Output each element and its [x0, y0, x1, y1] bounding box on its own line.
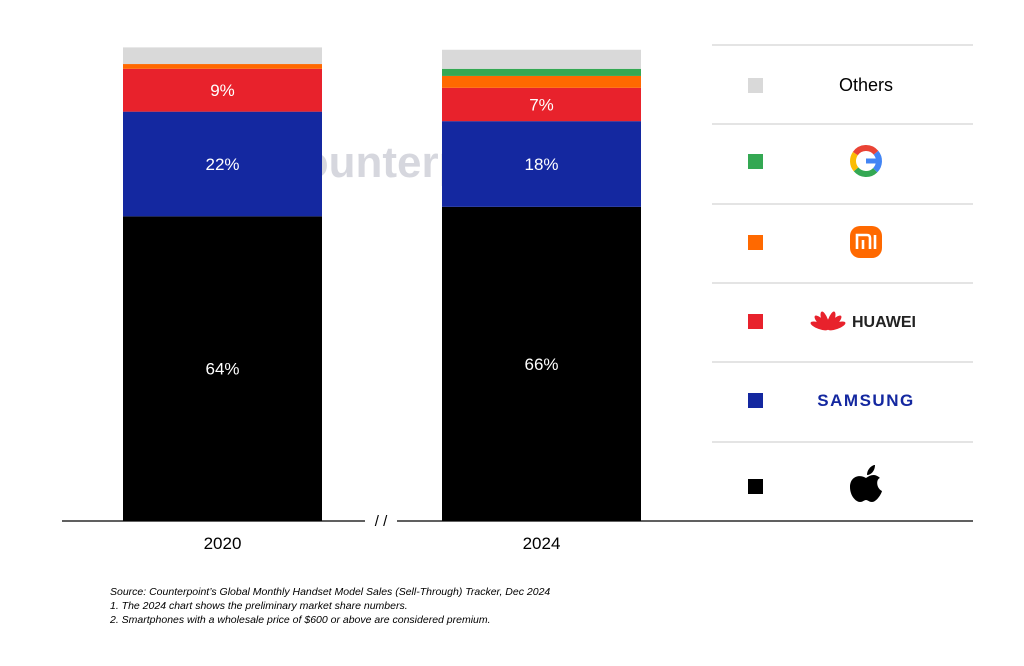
data-label-apple-2024: 66% [524, 355, 558, 374]
legend-swatch-apple [748, 479, 763, 494]
data-label-apple-2020: 64% [205, 360, 239, 379]
apple-logo-leaf [867, 465, 875, 475]
footnote-1: 1. The 2024 chart shows the preliminary … [110, 600, 408, 612]
footnote-2: 2. Smartphones with a wholesale price of… [110, 614, 491, 626]
legend-entry-others: Others [839, 75, 893, 95]
bar-segment-google-2024 [442, 68, 641, 76]
source-note: Source: Counterpoint’s Global Monthly Ha… [110, 586, 551, 598]
apple-logo-icon [850, 465, 882, 502]
legend-swatch-huawei [748, 314, 763, 329]
xiaomi-logo-bg [850, 226, 882, 258]
samsung-logo: SAMSUNG [817, 391, 914, 410]
bar-segment-xiaomi-2020 [123, 64, 322, 69]
legend-entry-xiaomi [850, 226, 882, 258]
x-tick-label-2024: 2024 [523, 534, 561, 553]
apple-logo-body [850, 474, 882, 502]
footnotes: Source: Counterpoint’s Global Monthly Ha… [110, 585, 550, 627]
bar-segment-huawei-2024 [442, 87, 641, 122]
legend-label-huawei: HUAWEI [852, 314, 916, 331]
bar-segment-xiaomi-2024 [442, 75, 641, 88]
data-label-huawei-2020: 9% [210, 81, 235, 100]
google-logo-icon [850, 145, 882, 177]
google-logo-arc [850, 151, 859, 172]
google-logo-arc [853, 167, 878, 177]
huawei-logo-icon [810, 311, 846, 331]
data-label-samsung-2020: 22% [205, 155, 239, 174]
huawei-logo-petal [827, 321, 846, 331]
bar-segment-others-2020 [123, 47, 322, 65]
legend-swatch-google [748, 154, 763, 169]
bar-segment-samsung-2020 [123, 111, 322, 217]
legend-swatch-samsung [748, 393, 763, 408]
google-logo-arc [852, 145, 879, 156]
bar-segment-huawei-2020 [123, 68, 322, 112]
google-logo-bar [866, 158, 880, 164]
legend-swatch-others [748, 78, 763, 93]
data-label-huawei-2024: 7% [529, 96, 554, 115]
bar-segment-samsung-2024 [442, 121, 641, 207]
xiaomi-logo-mark [855, 233, 872, 249]
bar-segment-apple-2024 [442, 206, 641, 521]
xiaomi-logo-icon [850, 226, 882, 258]
x-tick-label-2020: 2020 [204, 534, 242, 553]
legend-entry-huawei: HUAWEI [810, 311, 916, 331]
legend-entry-apple [850, 465, 882, 502]
bar-segment-others-2024 [442, 49, 641, 69]
data-label-samsung-2024: 18% [524, 155, 558, 174]
legend-label-others: Others [839, 75, 893, 95]
axis-break-mark: / / [375, 513, 388, 530]
legend-swatch-xiaomi [748, 235, 763, 250]
legend-entry-google [850, 145, 882, 177]
legend-entry-samsung: SAMSUNG [817, 391, 914, 410]
bar-segment-apple-2020 [123, 216, 322, 522]
